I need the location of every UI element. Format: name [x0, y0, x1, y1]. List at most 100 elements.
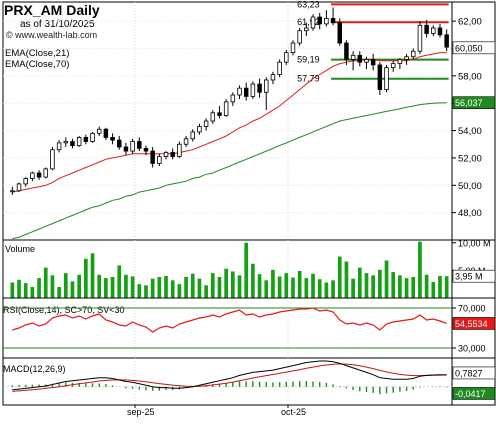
x-tick-oct: oct-25 [281, 407, 306, 417]
support-label: 57,79 [297, 74, 320, 84]
candle-body [344, 42, 349, 60]
macd-signal-line [12, 363, 447, 392]
volume-bar [77, 274, 81, 298]
volume-bar [150, 278, 155, 298]
candle-body [243, 87, 249, 97]
volume-bar [130, 276, 135, 298]
volume-bar [177, 284, 182, 298]
resistance-label: 63,23 [297, 0, 320, 9]
volume-bar [257, 274, 262, 298]
candle-body [96, 128, 102, 134]
candle-body [270, 74, 276, 81]
candle-body [43, 168, 48, 178]
macd-last-tag: 0,7827 [455, 368, 483, 378]
macd-hist-last-tag-box [452, 387, 496, 400]
volume-bar [10, 282, 15, 298]
candle-body [217, 112, 222, 116]
volume-bar [90, 253, 95, 298]
volume-bar [170, 280, 175, 298]
candle-body [223, 101, 229, 116]
candle-body [424, 24, 429, 34]
volume-bar [271, 269, 275, 298]
candle-body [70, 141, 75, 147]
volume-bar [110, 277, 115, 298]
candle-body [417, 24, 423, 52]
macd-pane-frame [2, 357, 496, 406]
candle-body [444, 34, 449, 48]
candle-body [324, 18, 329, 25]
volume-bar [277, 276, 282, 298]
volume-bar [104, 278, 108, 298]
rsi-last-tag: 54,5534 [455, 319, 488, 329]
candle-body [290, 42, 296, 54]
volume-bar [337, 256, 342, 298]
resistance-label: 61,92 [297, 17, 320, 27]
candle-body [431, 27, 436, 34]
candle-body [30, 172, 35, 179]
volume-bar [391, 272, 396, 298]
volume-bar [317, 279, 322, 298]
candle-body [16, 183, 22, 192]
candle-body [377, 64, 383, 90]
candle-body [190, 131, 195, 140]
candle-body [83, 137, 89, 142]
volume-bar [331, 280, 335, 298]
last-price-tag: 60,050 [455, 43, 483, 53]
candle-body [123, 146, 129, 152]
candle-body [370, 59, 376, 66]
candle-body [130, 141, 135, 152]
volume-bar [231, 271, 235, 298]
volume-bar [378, 269, 382, 298]
candle-body [56, 142, 62, 151]
volume-bar [431, 281, 436, 298]
candle-body [110, 137, 115, 141]
candle-body [330, 18, 336, 23]
volume-bar [237, 275, 242, 298]
candle-body [76, 137, 82, 147]
volume-bar [418, 241, 422, 298]
volume-bar [371, 275, 375, 298]
candle-body [137, 141, 142, 149]
volume-bar [297, 270, 302, 298]
volume-bar [144, 285, 148, 298]
candle-body [397, 59, 403, 64]
volume-bar [351, 278, 355, 298]
candle-body [384, 67, 389, 90]
last-price-tag-box [452, 41, 496, 55]
candle-body [230, 94, 236, 103]
volume-bar [224, 268, 228, 298]
ema70-last-tag: 56,037 [455, 98, 483, 108]
volume-bar [17, 279, 21, 298]
legend-ema21: EMA(Close,21) [5, 48, 69, 59]
volume-bar [184, 277, 188, 298]
macd-line [12, 360, 447, 391]
volume-bar [30, 286, 35, 298]
ema70-line [12, 102, 447, 240]
volume-bar [424, 274, 429, 298]
volume-bar [210, 273, 215, 298]
chart-date: as of 31/10/2025 [20, 19, 95, 30]
candle-body [310, 16, 316, 29]
candle-body [357, 54, 363, 63]
volume-bar [438, 275, 442, 298]
candle-body [350, 54, 356, 60]
price-tick-label: 54,00 [458, 126, 482, 137]
volume-bar [190, 273, 195, 298]
price-tick-label: 48,00 [458, 208, 482, 219]
legend-ema70: EMA(Close,70) [5, 59, 69, 70]
volume-bar [244, 242, 249, 298]
volume-bar [251, 263, 255, 298]
candle-body [257, 83, 262, 93]
volume-bar [204, 285, 208, 298]
volume-bar [264, 280, 269, 298]
support-label: 59,19 [297, 55, 320, 65]
rsi-last-tag-box [452, 317, 496, 330]
volume-bar [217, 277, 222, 298]
candle-body [411, 50, 416, 58]
volume-bar [164, 275, 168, 298]
volume-bar [291, 277, 295, 298]
volume-bar [50, 275, 55, 298]
price-tick-label: 50,00 [458, 181, 482, 192]
price-tick-label: 52,00 [458, 153, 482, 164]
candle-body [163, 152, 169, 157]
